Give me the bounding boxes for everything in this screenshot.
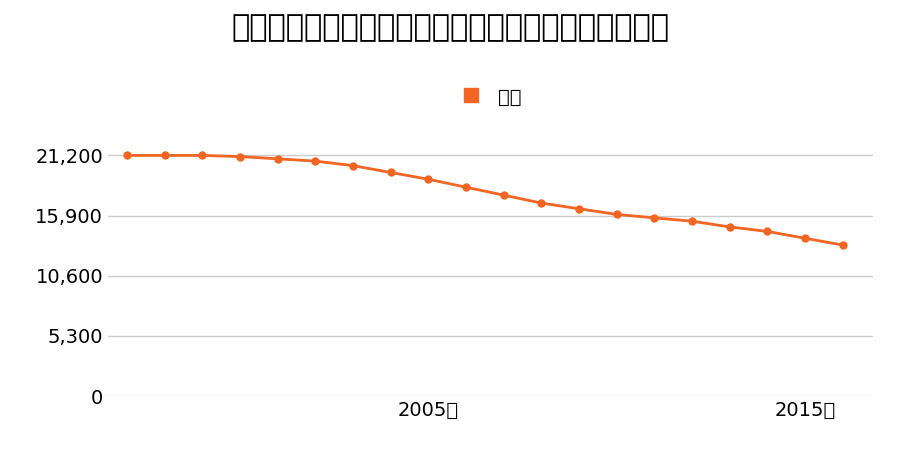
価格 [838,243,849,248]
価格 [347,163,358,168]
価格 [197,153,208,158]
価格 [385,170,396,175]
価格 [611,212,622,217]
Text: 青森県三戸郡南部町大字大向字飛鳥７番８の地価推移: 青森県三戸郡南部町大字大向字飛鳥７番８の地価推移 [231,14,669,42]
価格 [536,200,547,206]
価格 [800,235,811,241]
価格 [423,176,434,182]
価格 [235,154,246,159]
価格 [724,224,735,230]
価格 [310,158,320,164]
価格 [762,229,773,234]
Legend: 価格: 価格 [459,87,522,107]
価格 [499,193,509,198]
価格 [122,153,132,158]
価格 [687,219,698,224]
価格 [272,156,283,162]
Line: 価格: 価格 [123,152,846,248]
価格 [573,206,584,211]
価格 [649,215,660,220]
価格 [159,153,170,158]
価格 [461,184,472,190]
